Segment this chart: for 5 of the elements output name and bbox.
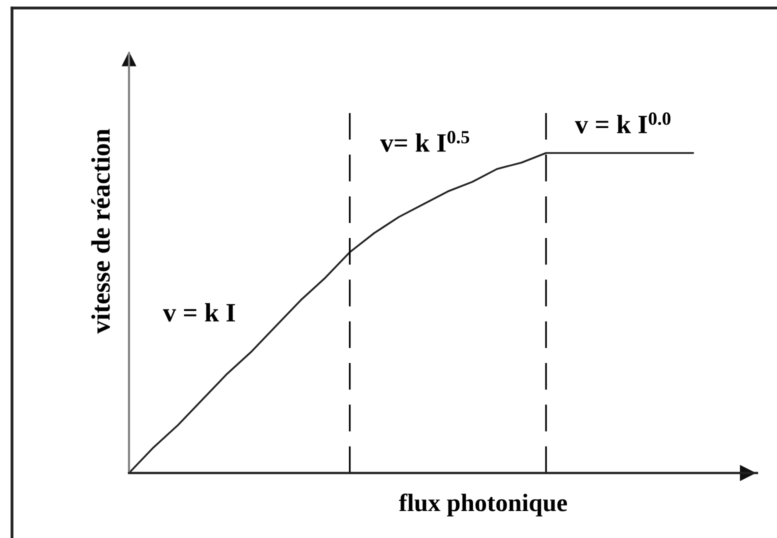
y-axis-title: vitesse de réaction [91, 128, 110, 334]
text: v = k I$^{0.0}$ [574, 112, 670, 134]
text: v= k I$^{0.5}$ [380, 130, 470, 152]
annotation: v = k I [162, 303, 235, 322]
x-axis-title: flux photonique [398, 493, 567, 516]
